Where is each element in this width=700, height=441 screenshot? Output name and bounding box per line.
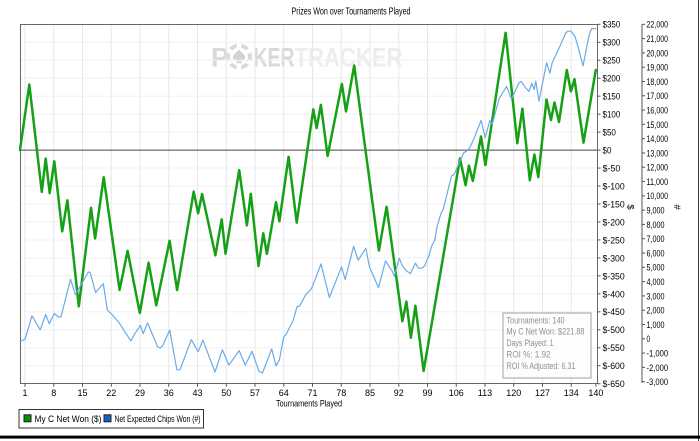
svg-text:$: $ xyxy=(624,204,635,210)
svg-text:#: # xyxy=(671,204,682,210)
svg-text:120: 120 xyxy=(506,388,521,398)
svg-text:$-150: $-150 xyxy=(603,199,625,210)
svg-text:TRACKER: TRACKER xyxy=(295,43,403,73)
svg-text:20,000: 20,000 xyxy=(647,48,669,59)
svg-text:21,000: 21,000 xyxy=(647,34,669,45)
svg-text:99: 99 xyxy=(422,388,432,398)
svg-text:-3,000: -3,000 xyxy=(647,377,669,388)
svg-text:9,000: 9,000 xyxy=(647,206,665,217)
svg-text:Net Expected Chips Won (#): Net Expected Chips Won (#) xyxy=(115,414,201,424)
svg-text:71: 71 xyxy=(307,388,317,398)
svg-text:57: 57 xyxy=(250,388,260,398)
svg-text:106: 106 xyxy=(449,388,464,398)
svg-text:$-600: $-600 xyxy=(603,361,625,372)
svg-text:10,000: 10,000 xyxy=(647,191,669,202)
svg-text:$300: $300 xyxy=(603,38,621,49)
svg-text:22: 22 xyxy=(106,388,116,398)
svg-text:ROI % Adjusted: 6.31: ROI % Adjusted: 6.31 xyxy=(507,361,576,371)
svg-text:6,000: 6,000 xyxy=(647,248,665,259)
svg-text:134: 134 xyxy=(564,388,579,398)
svg-text:8,000: 8,000 xyxy=(647,220,665,231)
svg-text:$-100: $-100 xyxy=(603,181,625,192)
svg-text:$250: $250 xyxy=(603,56,621,67)
svg-text:Days Played: 1: Days Played: 1 xyxy=(507,338,554,348)
svg-text:3,000: 3,000 xyxy=(647,291,665,302)
svg-text:KER: KER xyxy=(254,43,295,73)
svg-text:Tournaments Played: Tournaments Played xyxy=(276,399,342,410)
svg-text:5,000: 5,000 xyxy=(647,263,665,274)
svg-text:$150: $150 xyxy=(603,92,621,103)
svg-text:22,000: 22,000 xyxy=(647,20,669,31)
svg-text:11,000: 11,000 xyxy=(647,177,669,188)
svg-text:$-450: $-450 xyxy=(603,307,625,318)
svg-text:Prizes Won over Tournaments Pl: Prizes Won over Tournaments Played xyxy=(292,7,411,18)
svg-text:85: 85 xyxy=(365,388,375,398)
svg-text:$-500: $-500 xyxy=(603,325,625,336)
svg-text:$-350: $-350 xyxy=(603,271,625,282)
svg-text:-1,000: -1,000 xyxy=(647,348,669,359)
svg-text:1: 1 xyxy=(22,388,27,398)
svg-text:$-50: $-50 xyxy=(603,163,621,174)
svg-text:$-650: $-650 xyxy=(603,379,625,390)
svg-text:16,000: 16,000 xyxy=(647,105,669,116)
svg-text:29: 29 xyxy=(135,388,145,398)
svg-text:$350: $350 xyxy=(603,20,621,31)
svg-text:$50: $50 xyxy=(603,128,616,139)
svg-text:$-550: $-550 xyxy=(603,343,625,354)
svg-text:7,000: 7,000 xyxy=(647,234,665,245)
svg-text:12,000: 12,000 xyxy=(647,163,669,174)
svg-text:127: 127 xyxy=(535,388,550,398)
svg-text:13,000: 13,000 xyxy=(647,148,669,159)
svg-text:P: P xyxy=(211,43,229,73)
svg-text:15,000: 15,000 xyxy=(647,120,669,131)
svg-text:0: 0 xyxy=(647,334,651,345)
svg-text:43: 43 xyxy=(192,388,202,398)
svg-text:ROI %: 1.92: ROI %: 1.92 xyxy=(507,350,551,360)
svg-text:$-400: $-400 xyxy=(603,289,625,300)
svg-text:$100: $100 xyxy=(603,110,621,121)
svg-text:36: 36 xyxy=(164,388,174,398)
svg-text:$200: $200 xyxy=(603,74,621,85)
svg-text:$-200: $-200 xyxy=(603,217,625,228)
svg-text:15: 15 xyxy=(77,388,87,398)
svg-text:64: 64 xyxy=(279,388,289,398)
svg-text:2,000: 2,000 xyxy=(647,306,665,317)
svg-text:$-300: $-300 xyxy=(603,253,625,264)
svg-text:1,000: 1,000 xyxy=(647,320,665,331)
svg-text:$-250: $-250 xyxy=(603,235,625,246)
svg-text:78: 78 xyxy=(336,388,346,398)
svg-text:113: 113 xyxy=(478,388,492,398)
svg-text:$0: $0 xyxy=(603,145,612,156)
svg-text:8: 8 xyxy=(51,388,56,398)
svg-text:My C Net Won: $221.88: My C Net Won: $221.88 xyxy=(507,327,585,337)
svg-text:140: 140 xyxy=(588,388,603,398)
svg-text:-2,000: -2,000 xyxy=(647,363,669,374)
svg-text:92: 92 xyxy=(394,388,404,398)
svg-text:4,000: 4,000 xyxy=(647,277,665,288)
svg-text:19,000: 19,000 xyxy=(647,63,669,74)
svg-text:My C Net Won ($): My C Net Won ($) xyxy=(35,414,102,424)
svg-text:Tournaments: 140: Tournaments: 140 xyxy=(507,315,565,325)
svg-text:14,000: 14,000 xyxy=(647,134,669,145)
svg-text:17,000: 17,000 xyxy=(647,91,669,102)
svg-text:50: 50 xyxy=(221,388,231,398)
svg-text:18,000: 18,000 xyxy=(647,77,669,88)
